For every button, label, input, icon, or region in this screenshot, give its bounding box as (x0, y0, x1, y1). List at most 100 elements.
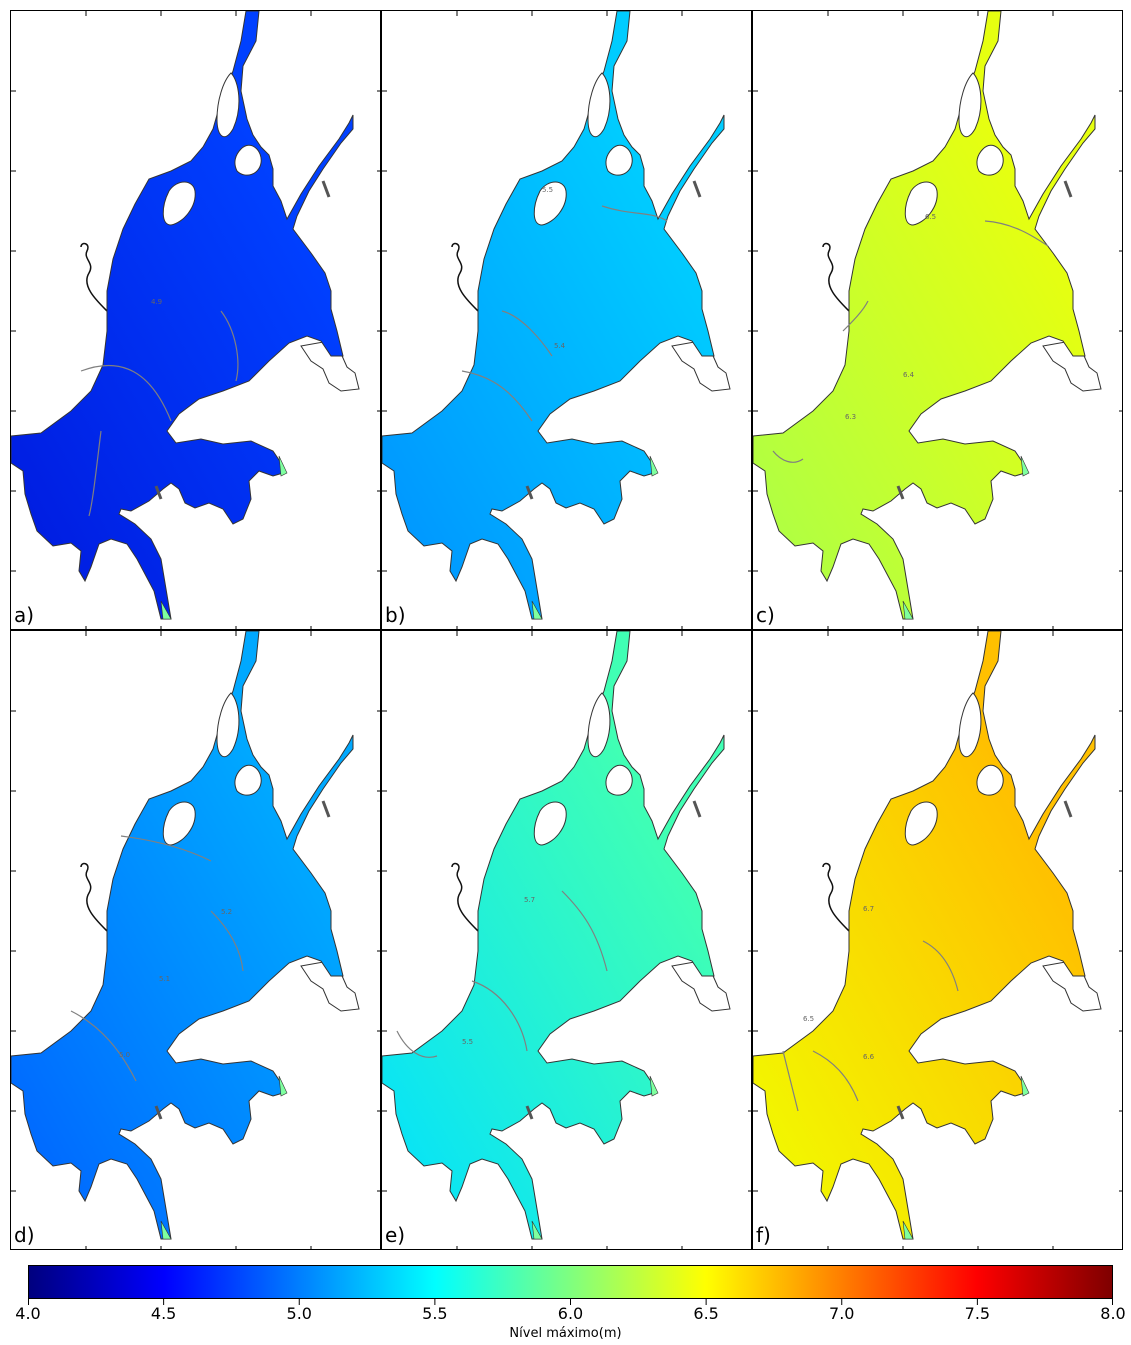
colorbar-ticks (28, 1299, 1113, 1305)
bay-map: 6.7 6.5 6.6 (753, 631, 1122, 1249)
shallow-patch (531, 1220, 543, 1240)
panel-label: d) (14, 1223, 35, 1247)
contour-line (601, 205, 668, 222)
island (587, 72, 611, 138)
island (587, 692, 611, 758)
contour-line (396, 1030, 438, 1058)
colorbar-tick-label: 7.5 (964, 1304, 991, 1323)
shallow-patch (160, 600, 172, 620)
panel-label: e) (385, 1223, 406, 1247)
contour-line (782, 1050, 799, 1112)
island (234, 764, 262, 796)
island (234, 144, 262, 176)
pier (321, 180, 331, 198)
contour-line (922, 940, 959, 992)
island (533, 801, 567, 846)
bay-map: 6.5 6.4 6.3 (753, 11, 1122, 629)
contour-line (812, 1050, 859, 1102)
contour-line (80, 364, 172, 422)
contour-label: 5.0 (119, 1051, 130, 1059)
map-panel-f: 6.7 6.5 6.6 f) (752, 630, 1123, 1250)
bay-water (11, 11, 354, 620)
contour-label: 6.3 (845, 413, 856, 421)
pier (525, 485, 534, 500)
map-panel-d: 5.2 5.1 5.0 d) (10, 630, 381, 1250)
panel-label: a) (14, 603, 35, 627)
colorbar-tick-label: 4.5 (150, 1304, 177, 1323)
map-panel-b: 5.5 5.4 b) (381, 10, 752, 630)
island (904, 801, 938, 846)
contour-label: 6.7 (863, 905, 874, 913)
contour-line (70, 1010, 137, 1082)
island (904, 181, 938, 226)
contour-line (120, 835, 212, 862)
colorbar-tick-label: 5.5 (422, 1304, 448, 1323)
island (216, 72, 240, 138)
contour-line (772, 450, 804, 463)
contour-label: 5.2 (221, 908, 232, 916)
bay-water (753, 631, 1096, 1240)
contour-label: 5.5 (542, 186, 553, 194)
island (533, 181, 567, 226)
river-line (822, 862, 850, 932)
colorbar-tick-label: 5.0 (286, 1304, 312, 1323)
contour-line (461, 370, 533, 422)
colorbar-tick-label: 7.0 (829, 1304, 855, 1323)
island (976, 144, 1004, 176)
island (958, 692, 982, 758)
colorbar (28, 1265, 1113, 1299)
map-panel-c: 6.5 6.4 6.3 c) (752, 10, 1123, 630)
shallow-patch (649, 455, 659, 477)
pier (154, 485, 163, 500)
river-line (822, 242, 850, 312)
bay-water (753, 11, 1096, 620)
map-panel-grid: 4.9 a) 5.5 5.4 b) 6.5 6.4 6.3 c) 5.2 5.1 5.0 d) 5.7 5.… (10, 10, 1125, 1253)
river-line (80, 242, 108, 312)
map-panel-a: 4.9 a) (10, 10, 381, 630)
pier (154, 1105, 163, 1120)
panel-label: b) (385, 603, 406, 627)
pier (692, 800, 702, 818)
contour-label: 6.4 (903, 371, 915, 379)
bay-water (382, 11, 725, 620)
pier (896, 485, 905, 500)
island (216, 692, 240, 758)
bay-map: 4.9 (11, 11, 380, 629)
contour-label: 6.5 (925, 213, 936, 221)
bay-water (382, 631, 725, 1240)
river-line (80, 862, 108, 932)
bay-map: 5.2 5.1 5.0 (11, 631, 380, 1249)
pier (692, 180, 702, 198)
contour-line (220, 310, 239, 382)
colorbar-tick-label: 6.5 (693, 1304, 719, 1323)
shallow-patch (278, 1075, 288, 1097)
island (162, 181, 196, 226)
map-panel-e: 5.7 5.5 e) (381, 630, 752, 1250)
contour-label: 4.9 (151, 298, 162, 306)
shallow-patch (278, 455, 288, 477)
island (976, 764, 1004, 796)
panel-label: f) (756, 1223, 771, 1247)
contour-line (471, 980, 528, 1052)
shallow-patch (902, 1220, 914, 1240)
island (958, 72, 982, 138)
pier (896, 1105, 905, 1120)
bay-water (11, 631, 354, 1240)
shallow-patch (1020, 1075, 1030, 1097)
bay-map: 5.7 5.5 (382, 631, 751, 1249)
shallow-patch (531, 600, 543, 620)
colorbar-tick-label: 8.0 (1100, 1304, 1126, 1323)
contour-line (984, 220, 1049, 247)
contour-line (561, 890, 608, 972)
contour-label: 5.5 (462, 1038, 473, 1046)
colorbar-tick-label: 4.0 (15, 1304, 41, 1323)
contour-line (501, 310, 553, 357)
shallow-patch (649, 1075, 659, 1097)
shallow-patch (902, 600, 914, 620)
river-line (451, 862, 479, 932)
island (605, 764, 633, 796)
bay-map: 5.5 5.4 (382, 11, 751, 629)
contour-label: 6.5 (803, 1015, 814, 1023)
pier (1063, 180, 1073, 198)
river-line (451, 242, 479, 312)
